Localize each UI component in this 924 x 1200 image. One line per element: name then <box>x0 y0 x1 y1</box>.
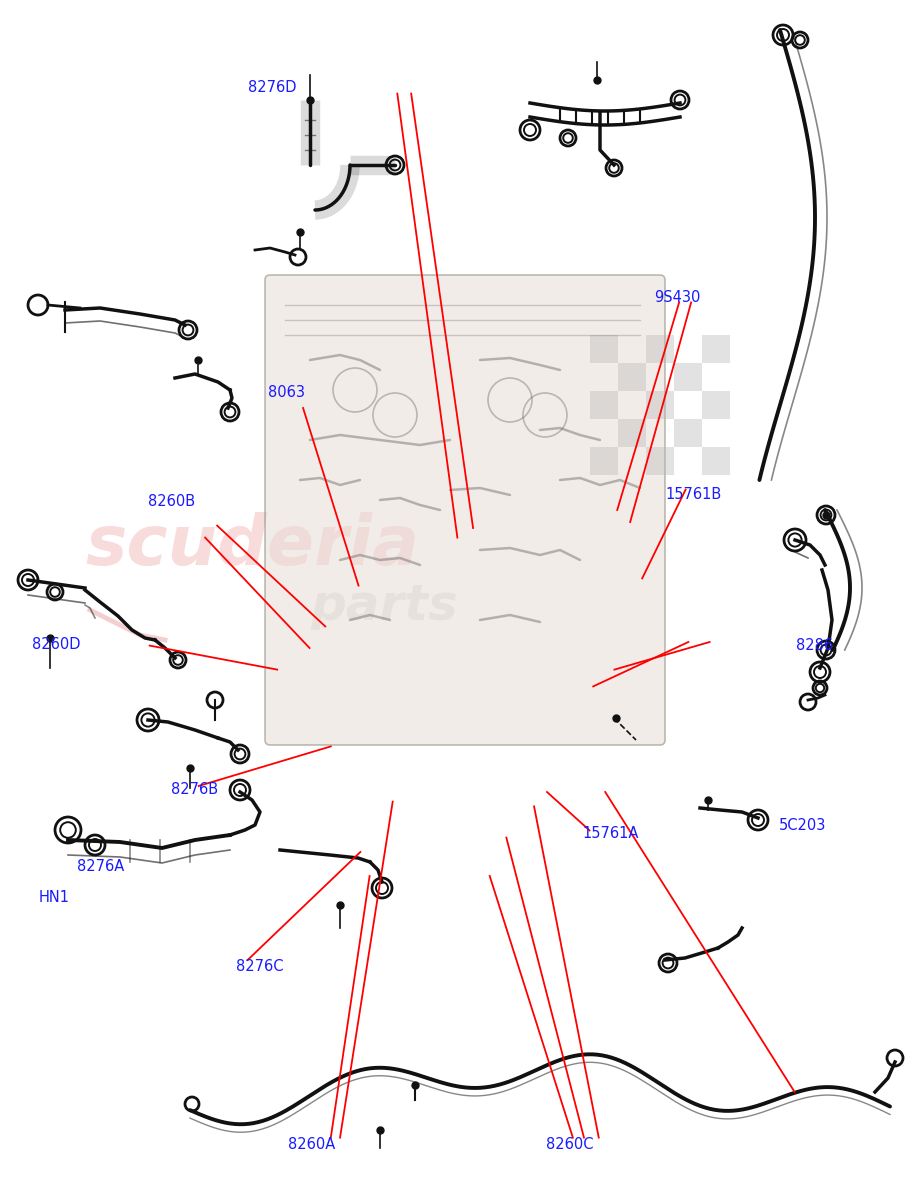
Text: 8260C: 8260C <box>546 1138 594 1152</box>
Bar <box>646 446 674 475</box>
Bar <box>618 419 646 446</box>
Text: 8260A: 8260A <box>287 1138 335 1152</box>
Bar <box>674 362 702 391</box>
Bar <box>646 391 674 419</box>
Text: 8286: 8286 <box>796 638 833 653</box>
Bar <box>646 335 674 362</box>
Bar <box>590 446 618 475</box>
FancyBboxPatch shape <box>265 275 665 745</box>
Bar <box>590 335 618 362</box>
Bar <box>618 362 646 391</box>
Bar <box>590 391 618 419</box>
Bar <box>702 391 730 419</box>
Bar <box>702 335 730 362</box>
Text: 8276A: 8276A <box>77 859 124 874</box>
Text: HN1: HN1 <box>39 890 70 905</box>
Text: 8276D: 8276D <box>249 80 297 95</box>
Text: 8260D: 8260D <box>32 637 80 652</box>
Text: 8276C: 8276C <box>236 959 283 973</box>
Text: 15761A: 15761A <box>582 827 638 841</box>
Text: 15761B: 15761B <box>665 487 722 502</box>
Text: 9S430: 9S430 <box>654 290 700 305</box>
Bar <box>674 419 702 446</box>
Text: 8063: 8063 <box>268 385 305 400</box>
Text: 5C203: 5C203 <box>779 818 826 833</box>
Text: 8260B: 8260B <box>148 494 195 509</box>
Text: parts: parts <box>310 582 457 630</box>
Text: 8276B: 8276B <box>171 782 218 797</box>
Bar <box>702 446 730 475</box>
Text: scuderia: scuderia <box>85 512 419 578</box>
